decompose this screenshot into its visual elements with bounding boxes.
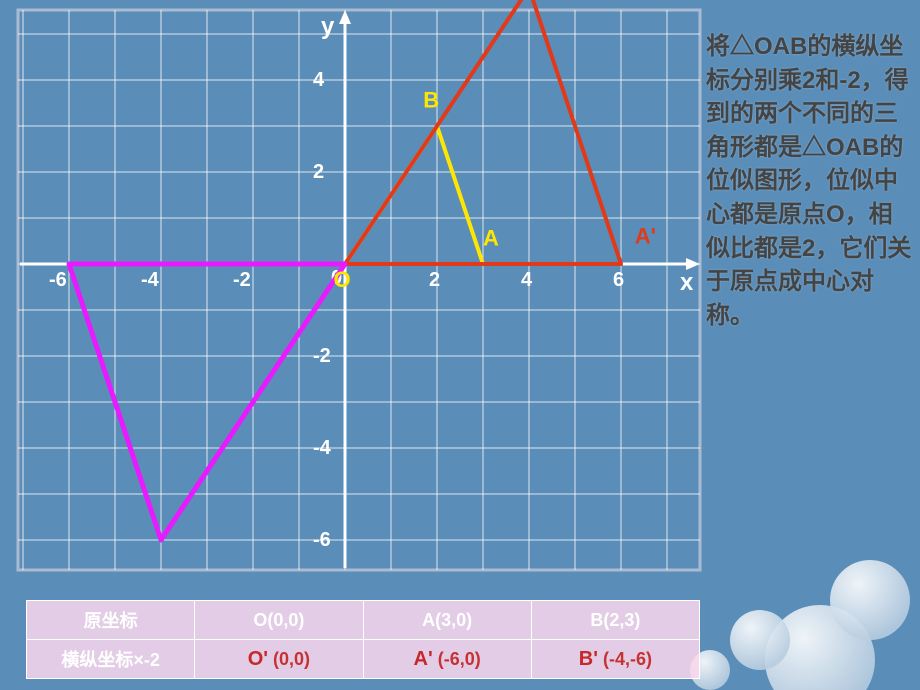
table-cell-Aprime: A' (-6,0) (363, 640, 531, 679)
svg-text:-4: -4 (141, 269, 160, 291)
table-cell-Oprime: O' (0,0) (195, 640, 363, 679)
svg-text:A': A' (635, 223, 656, 248)
svg-text:y: y (321, 13, 335, 40)
explanation-text: 将△OAB的横纵坐标分别乘2和-2，得到的两个不同的三角形都是△OAB的位似图形… (706, 30, 914, 332)
coordinate-table: 原坐标 O(0,0) A(3,0) B(2,3) 横纵坐标×-2 O' (0,0… (26, 600, 700, 679)
svg-text:O: O (334, 267, 351, 292)
svg-text:-6: -6 (313, 529, 331, 551)
svg-text:x: x (680, 269, 694, 296)
svg-text:4: 4 (313, 69, 325, 91)
table-row2-label: 横纵坐标×-2 (27, 640, 195, 679)
svg-text:B: B (423, 88, 439, 113)
svg-text:4: 4 (521, 269, 533, 291)
table-cell-O: O(0,0) (195, 601, 363, 640)
svg-text:-2: -2 (233, 269, 251, 291)
svg-text:2: 2 (429, 269, 440, 291)
table-cell-Bprime: B' (-4,-6) (531, 640, 699, 679)
svg-text:6: 6 (613, 269, 624, 291)
table-cell-A: A(3,0) (363, 601, 531, 640)
svg-text:-4: -4 (313, 437, 332, 459)
svg-text:2: 2 (313, 161, 324, 183)
table-cell-B: B(2,3) (531, 601, 699, 640)
table-row1-label: 原坐标 (27, 601, 195, 640)
svg-text:A: A (483, 226, 499, 251)
svg-text:-2: -2 (313, 345, 331, 367)
svg-text:-6: -6 (49, 269, 67, 291)
